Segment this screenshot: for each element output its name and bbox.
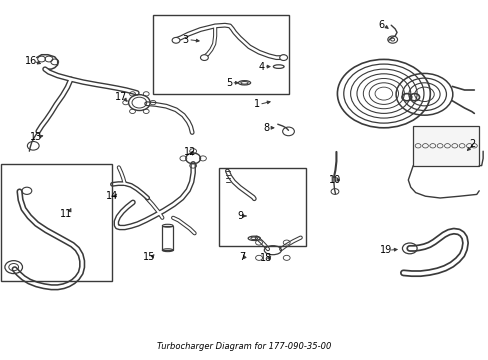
Text: 12: 12 bbox=[183, 147, 196, 157]
Circle shape bbox=[200, 55, 208, 60]
Text: 14: 14 bbox=[106, 191, 119, 201]
Text: 6: 6 bbox=[378, 20, 384, 30]
Text: 7: 7 bbox=[239, 252, 244, 262]
Text: 15: 15 bbox=[142, 252, 155, 262]
Circle shape bbox=[279, 55, 287, 60]
Text: 3: 3 bbox=[183, 35, 188, 45]
Text: 19: 19 bbox=[379, 245, 392, 255]
Text: 1: 1 bbox=[253, 99, 259, 109]
Text: 8: 8 bbox=[263, 123, 269, 133]
Bar bbox=[152, 15, 288, 94]
Text: Turbocharger Diagram for 177-090-35-00: Turbocharger Diagram for 177-090-35-00 bbox=[157, 342, 331, 351]
Bar bbox=[219, 168, 305, 246]
Text: 9: 9 bbox=[237, 211, 243, 221]
Text: 13: 13 bbox=[29, 132, 42, 142]
Text: 17: 17 bbox=[115, 92, 127, 102]
Text: 5: 5 bbox=[225, 78, 231, 88]
Text: 16: 16 bbox=[24, 56, 37, 66]
Text: 11: 11 bbox=[60, 209, 72, 219]
Bar bbox=[1, 164, 112, 281]
Text: 2: 2 bbox=[468, 139, 474, 149]
Circle shape bbox=[172, 37, 180, 43]
Text: 18: 18 bbox=[260, 253, 272, 264]
Bar bbox=[412, 126, 478, 166]
Text: 4: 4 bbox=[258, 62, 264, 72]
Text: 10: 10 bbox=[328, 175, 341, 185]
Bar bbox=[162, 226, 173, 250]
